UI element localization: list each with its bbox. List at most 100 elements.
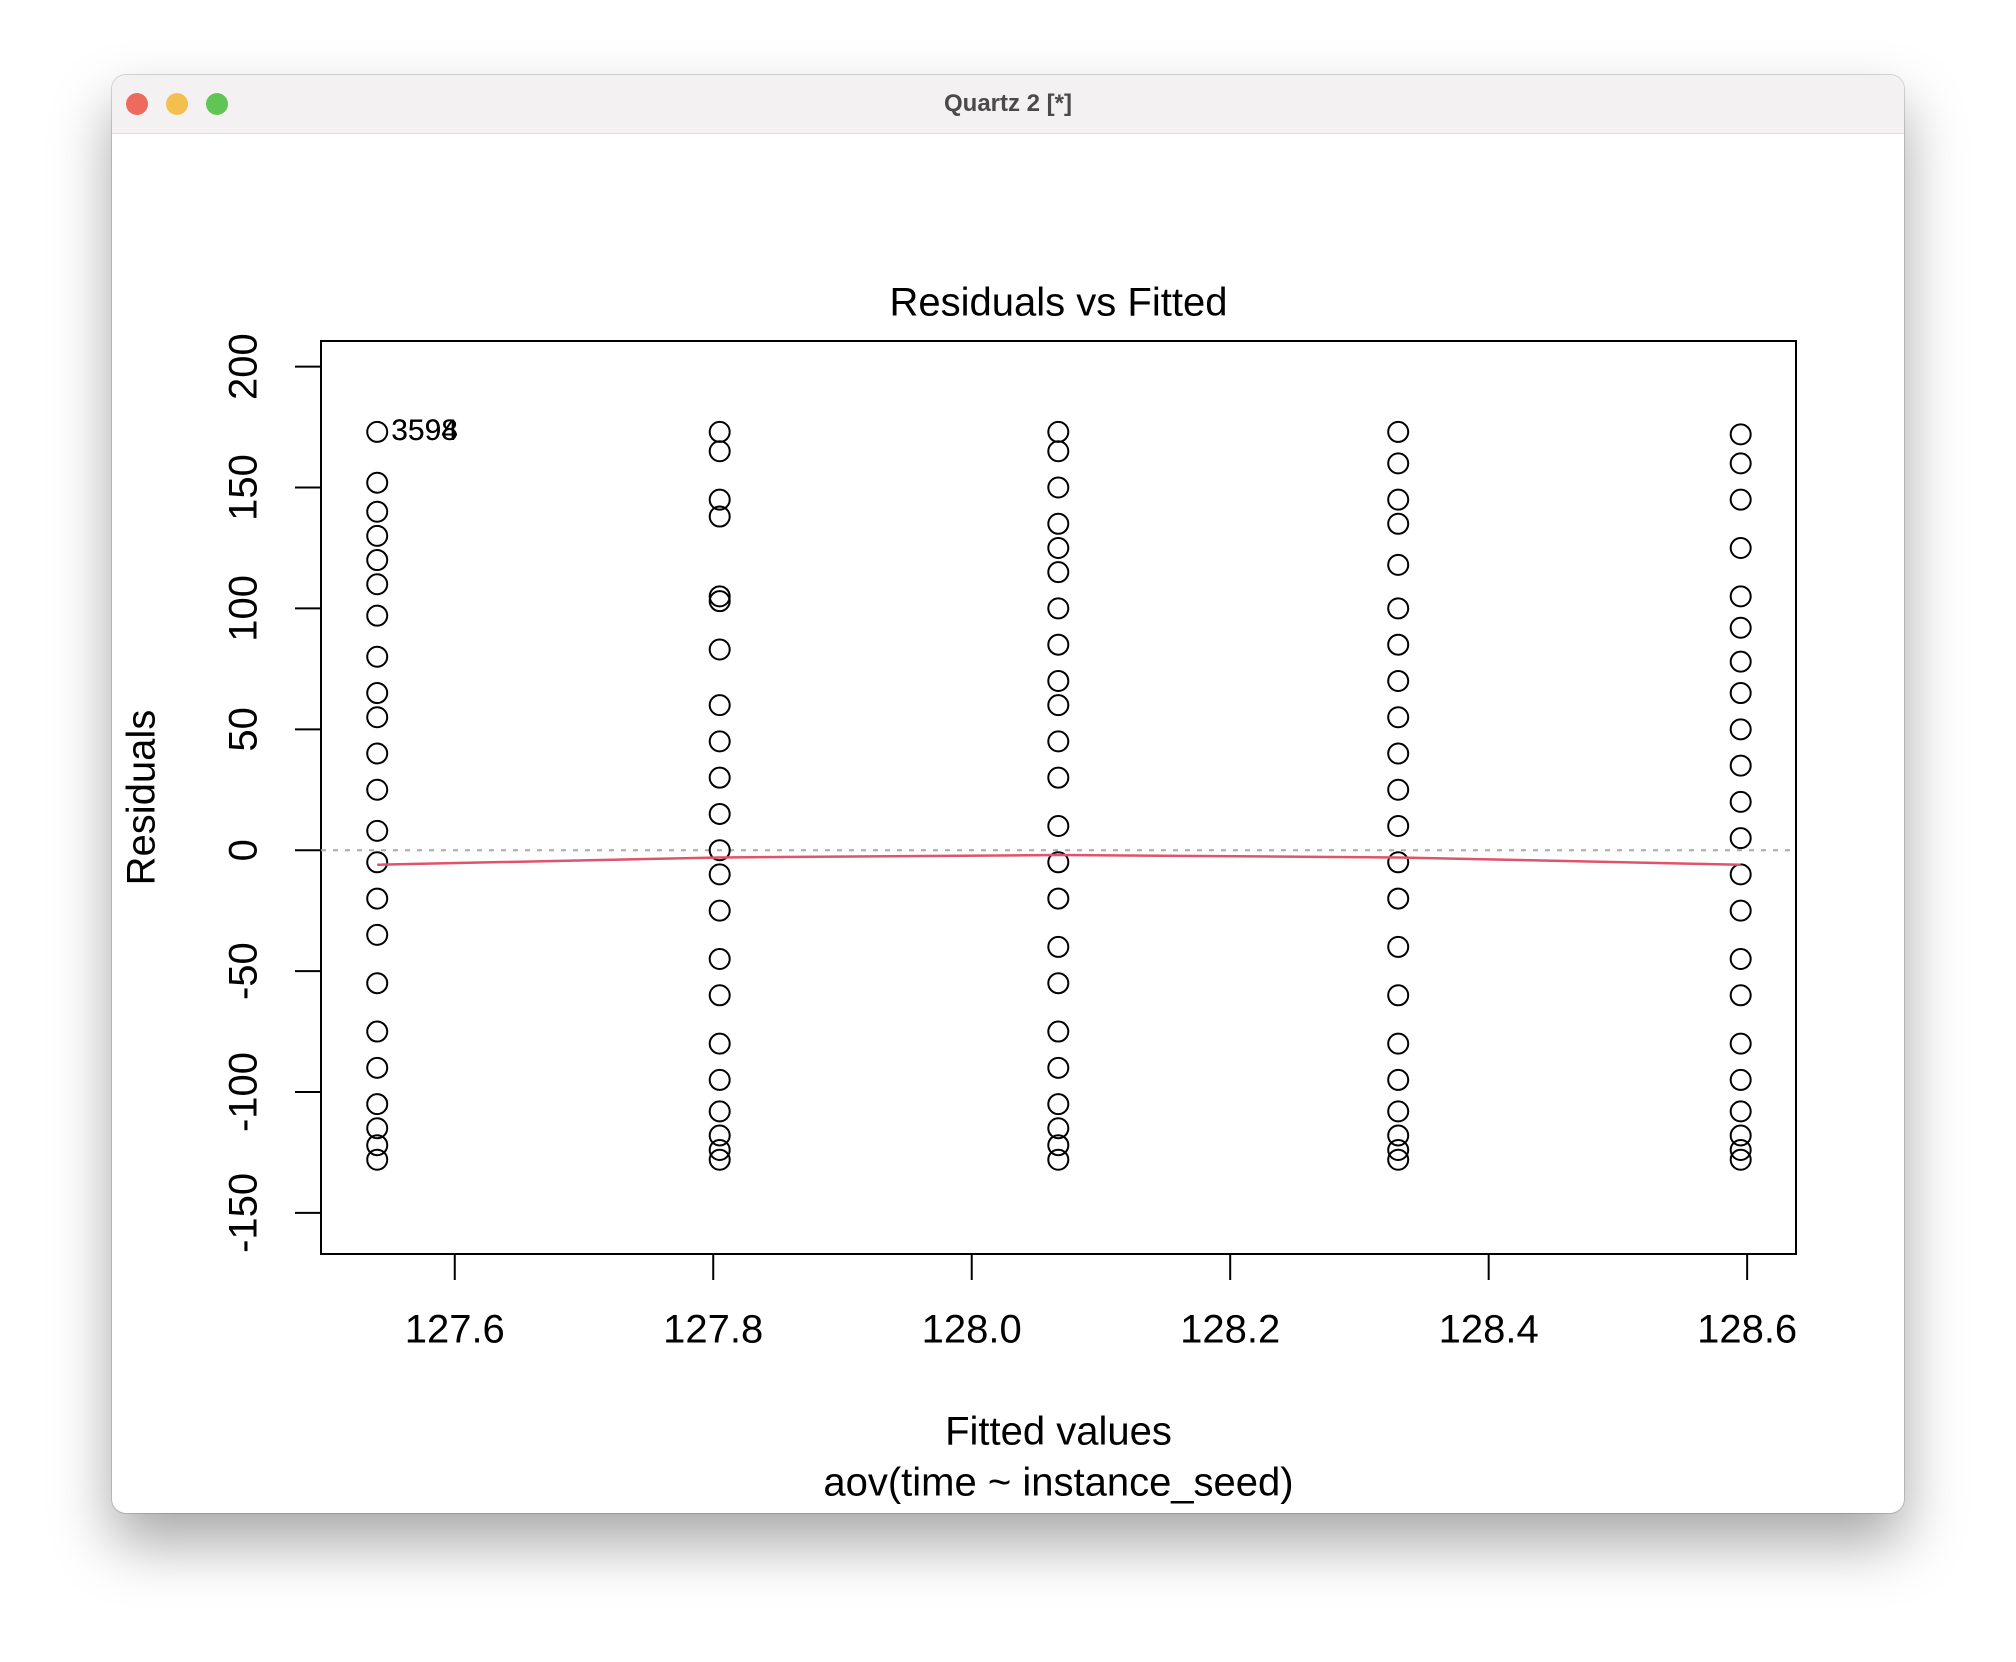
point — [366, 706, 389, 729]
point — [1047, 1093, 1070, 1116]
close-button[interactable] — [126, 93, 148, 115]
point — [366, 682, 389, 705]
point — [1729, 585, 1752, 608]
point — [1047, 512, 1070, 535]
point — [366, 887, 389, 910]
point — [1729, 718, 1752, 741]
point — [708, 1124, 731, 1147]
point — [708, 440, 731, 463]
point — [708, 1100, 731, 1123]
point — [1387, 935, 1410, 958]
point — [708, 839, 731, 862]
point — [1387, 1124, 1410, 1147]
point — [1047, 1020, 1070, 1043]
point-label: 3598 — [391, 414, 458, 447]
point — [708, 638, 731, 661]
smooth-line — [377, 853, 1741, 866]
point — [366, 923, 389, 946]
point — [708, 585, 731, 608]
point — [1729, 536, 1752, 559]
y-tick-label: -150 — [222, 1173, 266, 1253]
point — [366, 1093, 389, 1116]
point — [1387, 887, 1410, 910]
point — [1047, 1134, 1070, 1157]
zoom-button[interactable] — [206, 93, 228, 115]
point — [708, 1148, 731, 1171]
x-axis-label: Fitted values — [945, 1410, 1172, 1454]
point — [1729, 1148, 1752, 1171]
point — [366, 573, 389, 596]
point — [708, 420, 731, 443]
y-tick-label: 100 — [222, 575, 266, 642]
point — [366, 1056, 389, 1079]
point — [1387, 984, 1410, 1007]
point — [1047, 887, 1070, 910]
point — [1047, 1117, 1070, 1140]
point — [366, 524, 389, 547]
x-tick-label: 128.6 — [1697, 1308, 1797, 1352]
point — [1047, 1056, 1070, 1079]
point — [708, 802, 731, 825]
point — [1729, 754, 1752, 777]
point — [708, 863, 731, 886]
point — [1387, 452, 1410, 475]
point — [708, 1032, 731, 1055]
point — [366, 645, 389, 668]
point — [1047, 972, 1070, 995]
point — [1729, 616, 1752, 639]
x-tick-label: 128.2 — [1180, 1308, 1280, 1352]
point — [1047, 597, 1070, 620]
point — [1047, 633, 1070, 656]
window: Quartz 2 [*] — [112, 75, 1904, 1513]
point — [1729, 423, 1752, 446]
point — [1047, 694, 1070, 717]
title-bar: Quartz 2 [*] — [112, 75, 1904, 134]
point — [366, 471, 389, 494]
point — [366, 778, 389, 801]
point — [366, 420, 389, 443]
point — [1047, 536, 1070, 559]
point — [1047, 476, 1070, 499]
point — [1729, 452, 1752, 475]
x-tick-label: 128.4 — [1439, 1308, 1539, 1352]
point — [1729, 827, 1752, 850]
point — [366, 972, 389, 995]
window-title: Quartz 2 [*] — [943, 90, 1072, 117]
point — [1387, 1068, 1410, 1091]
point — [1729, 682, 1752, 705]
point — [1387, 778, 1410, 801]
point — [1729, 1032, 1752, 1055]
y-axis-label: Residuals — [120, 710, 164, 886]
point — [1387, 1100, 1410, 1123]
point — [1047, 730, 1070, 753]
point — [1729, 1139, 1752, 1162]
point — [1387, 851, 1410, 874]
point — [366, 1134, 389, 1157]
point — [1387, 669, 1410, 692]
point — [1047, 851, 1070, 874]
point — [708, 730, 731, 753]
point — [708, 1068, 731, 1091]
point — [1387, 1139, 1410, 1162]
point — [1047, 815, 1070, 838]
point — [366, 1117, 389, 1140]
point — [366, 819, 389, 842]
point — [1047, 440, 1070, 463]
point — [366, 1020, 389, 1043]
point — [1729, 899, 1752, 922]
point — [1387, 633, 1410, 656]
point — [708, 766, 731, 789]
point — [708, 488, 731, 511]
x-tick-label: 127.6 — [405, 1308, 505, 1352]
point — [1387, 815, 1410, 838]
point — [1729, 790, 1752, 813]
point — [366, 851, 389, 874]
y-tick-label: 0 — [222, 839, 266, 861]
point — [708, 1139, 731, 1162]
point — [1729, 650, 1752, 673]
point — [1387, 597, 1410, 620]
point — [1729, 948, 1752, 971]
point — [1729, 984, 1752, 1007]
minimize-button[interactable] — [166, 93, 188, 115]
